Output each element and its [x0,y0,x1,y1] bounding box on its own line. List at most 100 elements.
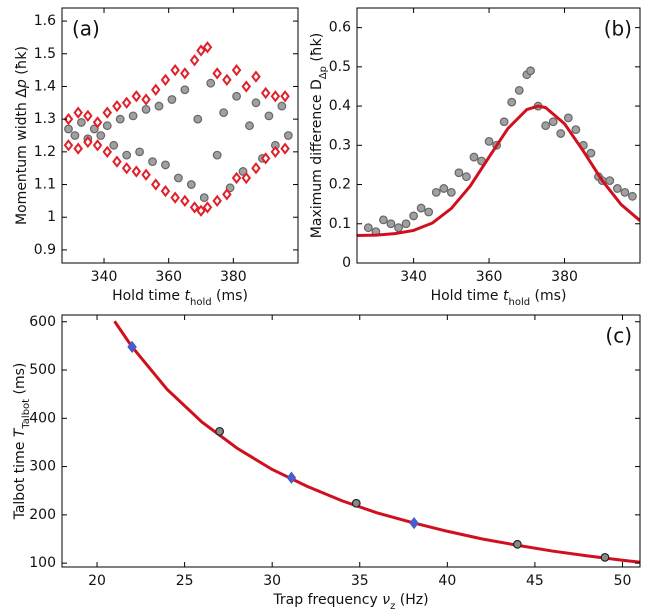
axis-label: Hold time thold (ms) [112,288,248,308]
point [127,340,137,353]
point [446,187,456,197]
point [232,91,241,101]
fit-curve [357,104,640,238]
plot-area [113,320,640,564]
point [96,131,106,140]
point [202,41,213,54]
x-tick-label: 45 [526,573,544,589]
axis-label: Momentum width Δp (ħk) [14,46,30,225]
y-tick-label: 0.6 [329,20,351,36]
point [222,73,232,87]
point [154,101,164,111]
point [571,125,581,135]
axes-frame [61,314,641,568]
point [386,219,396,229]
y-tick-label: 300 [29,459,56,475]
label-part: p [14,79,30,89]
label-part: (ħk) [14,46,30,79]
point [363,223,373,233]
point [170,191,180,204]
point [514,85,524,95]
y-tick-label: 1.5 [34,46,56,62]
point [148,157,157,167]
point [526,66,535,76]
label-part: (Hz) [395,592,428,608]
point [251,162,261,175]
x-tick-label: 380 [220,269,247,285]
point [264,111,274,121]
y-tick-label: 0.2 [329,177,351,193]
point [231,63,242,77]
point [112,99,122,113]
point [251,70,261,83]
axis-label: Hold time thold (ms) [431,288,567,308]
y-tick-label: 1.3 [34,111,56,127]
x-tick-label: 340 [91,269,118,285]
point [280,142,290,155]
point [131,165,142,178]
x-tick-label: 30 [263,573,281,589]
x-tick-label: 360 [155,269,182,285]
point [612,184,622,193]
point [620,187,630,197]
y-tick-label: 400 [29,410,56,426]
point [196,204,206,217]
point [135,147,144,157]
y-tick-label: 0.4 [329,98,351,114]
x-tick-label: 35 [351,573,369,589]
label-part: Trap frequency [272,592,382,608]
point [131,90,142,103]
point [215,426,225,436]
axis-label: Talbot time TTalbot (ms) [12,363,32,521]
axes-frame [356,7,641,264]
point [160,73,171,87]
point [63,113,74,126]
point [212,150,222,160]
point [112,155,122,168]
y-tick-label: 200 [29,507,56,523]
point [238,167,248,176]
point [270,90,281,103]
panel-tag: (b) [604,17,632,41]
point [167,95,177,104]
label-part: Talbot [21,399,32,430]
point [251,98,261,108]
y-tick-label: 600 [29,314,56,330]
axes-frame [61,7,299,264]
x-tick-label: 360 [476,269,503,285]
label-part: Δp [318,66,329,79]
y-tick-label: 0.1 [329,216,351,232]
point [180,85,190,95]
point [122,150,132,160]
point [189,201,200,214]
point [454,168,464,178]
label-part: Momentum width Δ [14,88,30,225]
y-tick-label: 1.1 [34,177,56,193]
point [431,187,441,197]
point [102,145,113,158]
point [141,104,151,114]
point [150,83,161,96]
point [541,121,551,131]
x-tick-label: 20 [88,573,106,589]
x-tick-label: 380 [551,269,578,285]
point [351,498,361,508]
point [186,180,196,189]
point [548,117,558,127]
point [173,173,183,183]
point [469,152,479,162]
y-tick-label: 0.3 [329,137,351,153]
point [260,152,271,165]
point [64,124,73,134]
point [73,142,83,155]
point [92,116,103,129]
point [212,194,222,208]
point [196,44,206,57]
point [92,139,103,152]
point [202,201,213,214]
point [628,191,637,201]
point [270,145,281,158]
point [212,67,222,80]
point [409,211,419,221]
point [102,106,113,119]
